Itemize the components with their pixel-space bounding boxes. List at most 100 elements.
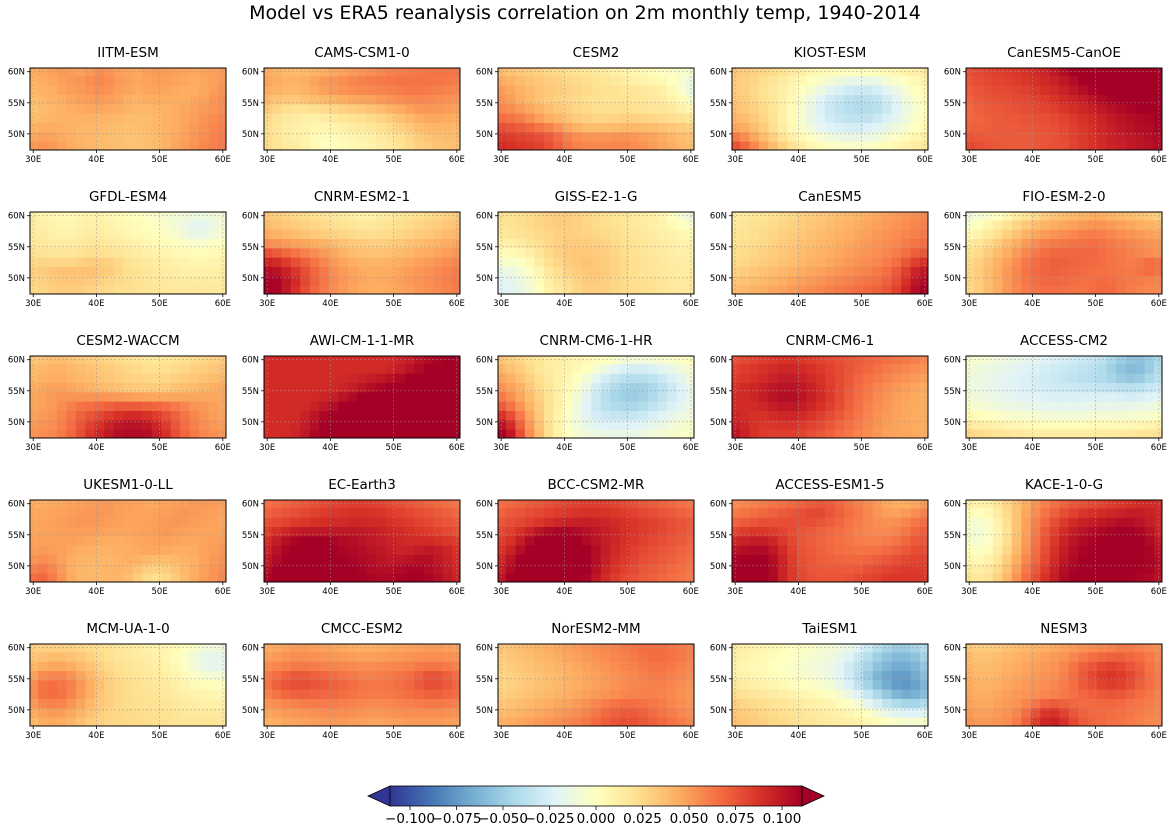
heatmap-cell xyxy=(891,383,902,393)
heatmap-cell xyxy=(815,212,826,221)
heatmap-cell xyxy=(180,717,191,726)
heatmap-cell xyxy=(161,239,172,249)
heatmap-cell xyxy=(853,500,864,509)
heatmap-cell xyxy=(300,266,311,277)
heatmap-cell xyxy=(37,698,48,709)
heatmap-cell xyxy=(271,671,282,681)
heatmap-cell xyxy=(328,122,339,133)
heatmap-cell xyxy=(505,671,516,681)
heatmap-cell xyxy=(983,545,994,556)
heatmap-cell xyxy=(357,661,368,672)
heatmap-cell xyxy=(524,508,535,519)
heatmap-cell xyxy=(56,257,67,268)
heatmap-cell xyxy=(1040,392,1051,403)
heatmap-cell xyxy=(796,564,807,575)
heatmap-cell xyxy=(132,373,143,384)
heatmap-cell xyxy=(218,644,226,653)
heatmap-cell xyxy=(151,527,162,537)
heatmap-cell xyxy=(376,113,387,124)
x-tick-label: 60E xyxy=(449,443,465,453)
heatmap-cell xyxy=(1087,383,1098,393)
heatmap-cell xyxy=(515,85,526,96)
heatmap-cell xyxy=(498,661,507,672)
heatmap-cell xyxy=(30,266,39,277)
heatmap-cell xyxy=(1116,68,1127,77)
heatmap-cell xyxy=(749,410,760,421)
heatmap-cell xyxy=(629,373,640,384)
heatmap-cell xyxy=(768,95,779,105)
heatmap-cell xyxy=(777,373,788,384)
heatmap-cell xyxy=(825,383,836,393)
heatmap-cell xyxy=(739,420,750,431)
heatmap-cell xyxy=(515,364,526,375)
heatmap-cell xyxy=(385,95,396,105)
heatmap-cell xyxy=(638,266,649,277)
x-tick-label: 30E xyxy=(493,299,509,309)
heatmap-cell xyxy=(1097,373,1108,384)
heatmap-cell xyxy=(199,420,210,431)
heatmap-cell xyxy=(37,508,48,519)
heatmap-cell xyxy=(610,141,621,150)
heatmap-cell xyxy=(1059,248,1070,259)
heatmap-cell xyxy=(151,680,162,691)
heatmap-cell xyxy=(189,410,200,421)
heatmap-cell xyxy=(338,429,349,438)
heatmap-cell xyxy=(732,554,741,565)
heatmap-cell xyxy=(338,212,349,221)
x-tick-label: 40E xyxy=(88,155,104,165)
heatmap-cell xyxy=(300,573,311,582)
heatmap-cell xyxy=(834,356,845,365)
heatmap-cell xyxy=(142,95,153,105)
heatmap-cell xyxy=(882,95,893,105)
heatmap-cell xyxy=(1097,266,1108,277)
heatmap-cell xyxy=(768,141,779,150)
heatmap-cell xyxy=(901,373,912,384)
heatmap-cell xyxy=(806,104,817,115)
heatmap-cell xyxy=(1106,239,1117,249)
heatmap-cell xyxy=(498,104,507,115)
heatmap-cell xyxy=(676,122,687,133)
heatmap-cell xyxy=(534,527,545,537)
heatmap-cell xyxy=(610,113,621,124)
heatmap-cell xyxy=(973,564,984,575)
heatmap-cell xyxy=(30,680,39,691)
heatmap-cell xyxy=(1059,383,1070,393)
heatmap-cell xyxy=(452,239,460,249)
heatmap-cell xyxy=(132,285,143,294)
heatmap-cell xyxy=(638,104,649,115)
heatmap-cell xyxy=(161,573,172,582)
y-tick-label: 50N xyxy=(242,274,259,284)
heatmap-cell xyxy=(505,500,516,509)
heatmap-cell xyxy=(328,383,339,393)
heatmap-cell xyxy=(1154,554,1162,565)
heatmap-cell xyxy=(534,364,545,375)
heatmap-cell xyxy=(686,122,694,133)
heatmap-cell xyxy=(1021,401,1032,412)
heatmap-cell xyxy=(309,429,320,438)
heatmap-cell xyxy=(442,212,453,221)
heatmap-cell xyxy=(591,122,602,133)
heatmap-cell xyxy=(749,212,760,221)
heatmap-cell xyxy=(891,373,902,384)
heatmap-cell xyxy=(94,212,105,221)
heatmap-cell xyxy=(281,141,292,150)
y-tick-label: 60N xyxy=(8,500,25,510)
heatmap-cell xyxy=(1135,113,1146,124)
heatmap-cell xyxy=(920,212,928,221)
heatmap-cell xyxy=(385,661,396,672)
heatmap-cell xyxy=(452,698,460,709)
heatmap-cell xyxy=(834,132,845,143)
heatmap-cell xyxy=(610,383,621,393)
heatmap-cell xyxy=(30,554,39,565)
y-tick-label: 60N xyxy=(944,68,961,78)
heatmap-cell xyxy=(891,122,902,133)
x-tick-label: 50E xyxy=(1088,587,1104,597)
heatmap-cell xyxy=(1125,356,1136,365)
heatmap-cell xyxy=(505,95,516,105)
heatmap-cell xyxy=(75,392,86,403)
heatmap-cell xyxy=(37,220,48,231)
heatmap-cell xyxy=(66,573,77,582)
heatmap-cell xyxy=(113,257,124,268)
heatmap-cell xyxy=(404,212,415,221)
heatmap-cell xyxy=(787,95,798,105)
